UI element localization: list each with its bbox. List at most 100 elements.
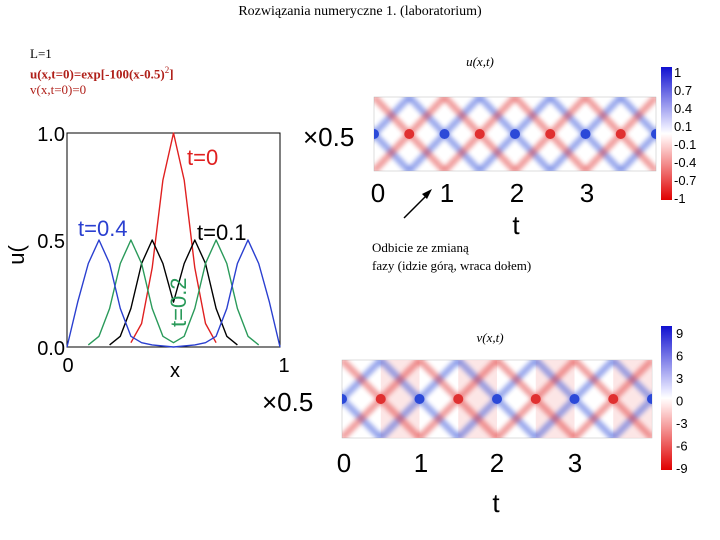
series-label-t0: t=0: [187, 145, 218, 170]
heat-shade: [613, 360, 652, 438]
heat-wave-front: [572, 360, 616, 402]
colorbar-tick: -9: [676, 461, 688, 476]
series-line-t0: [130, 132, 217, 344]
colorbar-tick: 0: [676, 394, 683, 409]
heat-wave-front: [378, 396, 422, 438]
initial-conditions: L=1 u(x,t=0)=exp[-100(x-0.5)2] v(x,t=0)=…: [30, 46, 174, 98]
line-x-axis-label: x: [170, 360, 180, 382]
heat-wave-front: [547, 131, 589, 171]
heat-wave-front: [406, 97, 448, 137]
heat-wave-front: [572, 396, 616, 438]
v-colorbar: [661, 326, 672, 470]
heat-wave-front: [417, 396, 461, 438]
heat-crossing-red: [530, 394, 541, 404]
u-panel-title: u(x,t): [466, 54, 494, 69]
heat-wave-front: [618, 131, 656, 171]
heatmap-x-tick: 3: [568, 448, 582, 478]
u-y-axis-label: ×0.5: [303, 122, 354, 152]
heat-wave-front: [494, 360, 539, 402]
heat-wave-front: [455, 396, 500, 438]
colorbar-tick: 6: [676, 349, 683, 364]
annotation-arrow-head: [422, 189, 432, 199]
colorbar-tick: -0.7: [674, 173, 696, 188]
heat-wave-front: [477, 131, 518, 171]
u-initial-tail: ]: [169, 66, 174, 82]
heat-crossing-blue: [651, 129, 656, 139]
heat-crossing-blue: [510, 129, 520, 139]
heat-crossing-red: [404, 129, 415, 139]
heatmap-x-tick: 2: [490, 448, 504, 478]
colorbar-tick: 1: [674, 65, 681, 80]
length-condition: L=1: [30, 46, 52, 61]
colorbar-tick: -6: [676, 439, 688, 454]
colorbar-tick: -1: [674, 191, 686, 206]
colorbar-tick: 0.1: [674, 119, 692, 134]
heat-shade: [535, 360, 575, 438]
line-y-tick: 0.5: [37, 231, 65, 253]
v-heatmap-panel: v(x,t) ×0.5 0 1 2 3 t 9 6 3 0 -3 -6 -9: [262, 326, 688, 518]
heat-wave-front: [533, 396, 577, 438]
annotation-line-2: fazy (idzie górą, wraca dołem): [372, 258, 531, 273]
series-line-t02: [87, 239, 260, 346]
heat-wave-front: [494, 396, 539, 438]
slide-title: Rozwiązania numeryczne 1. (laboratorium): [238, 4, 482, 19]
heat-crossing-red: [375, 394, 386, 404]
heat-wave-front: [512, 131, 553, 171]
u-heatmap-panel: u(x,t) ×0.5 0 1 2 3 t 1 0.7 0.4 0.1 -0.1 -0.4 -0.…: [303, 54, 696, 240]
heat-wave-front: [378, 360, 422, 402]
heatmap-x-tick: 1: [440, 178, 454, 208]
heat-wave-front: [374, 97, 412, 137]
heat-shade: [380, 360, 420, 438]
heat-wave-front: [547, 97, 589, 137]
u-x-tick-labels: 0 1 2 3: [371, 178, 594, 208]
u-heatmap-field: [374, 97, 656, 171]
heat-wave-front: [455, 360, 500, 402]
line-series-group: [66, 132, 281, 348]
heat-crossing-blue: [439, 129, 450, 139]
heat-wave-front: [342, 360, 384, 402]
colorbar-tick: -0.1: [674, 137, 696, 152]
heat-crossing-blue: [647, 394, 652, 404]
v-initial-condition: v(x,t=0)=0: [30, 82, 87, 98]
series-label-t02: t=0.2: [166, 277, 191, 327]
heat-wave-front: [582, 131, 624, 171]
line-tick-labels: 0.0 0.5 1.0 0 1: [37, 124, 289, 377]
series-label-t04: t=0.4: [78, 216, 128, 241]
v-x-axis-label: t: [492, 488, 500, 518]
colorbar-tick: -3: [676, 416, 688, 431]
heat-shade: [458, 360, 497, 438]
heat-wave-front: [441, 97, 483, 137]
colorbar-tick: 0.4: [674, 101, 692, 116]
heat-wave-front: [533, 360, 577, 402]
heat-wave-front: [618, 97, 656, 137]
heat-wave-front: [441, 131, 483, 171]
line-x-tick: 1: [278, 355, 289, 377]
u-x-axis-label: t: [512, 210, 520, 240]
heatmap-x-tick: 2: [510, 178, 524, 208]
heat-crossing-red: [474, 129, 485, 139]
colorbar-tick: 3: [676, 371, 683, 386]
v-heatmap-field: [342, 360, 652, 438]
heat-crossing-blue: [580, 129, 591, 139]
heat-wave-front: [610, 360, 652, 402]
series-line-t04: [66, 239, 281, 348]
heat-crossing-blue: [342, 394, 347, 404]
heat-crossing-red: [608, 394, 619, 404]
u-colorbar-ticks: 1 0.7 0.4 0.1 -0.1 -0.4 -0.7 -1: [674, 65, 696, 206]
u-initial-text: u(x,t=0)=exp[-100(x-0.5): [30, 66, 165, 82]
heatmap-x-tick: 0: [371, 178, 385, 208]
heatmap-x-tick: 0: [337, 448, 351, 478]
series-line-t01: [109, 239, 238, 346]
annotation-arrow-line: [403, 193, 429, 219]
heat-crossing-red: [453, 394, 464, 404]
heat-wave-front: [477, 97, 518, 137]
heat-wave-front: [610, 396, 652, 438]
heat-crossing-blue: [374, 129, 379, 139]
colorbar-tick: -0.4: [674, 155, 696, 170]
annotation-line-1: Odbicie ze zmianą: [372, 240, 469, 255]
heatmap-x-tick: 1: [414, 448, 428, 478]
heat-wave-front: [417, 360, 461, 402]
heat-crossing-blue: [569, 394, 580, 404]
heatmap-x-tick: 3: [580, 178, 594, 208]
